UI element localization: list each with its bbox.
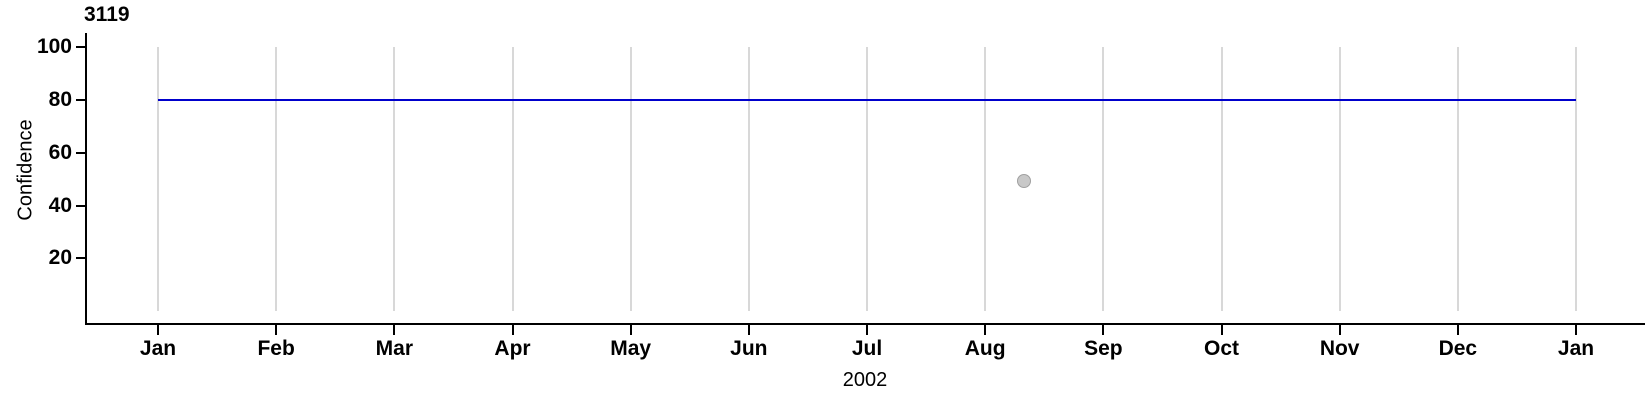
x-gridline	[1102, 46, 1105, 312]
x-gridline	[157, 46, 159, 312]
confidence-threshold-line	[158, 98, 1576, 101]
chart-title: 3119	[84, 3, 130, 26]
x-tick	[1456, 325, 1459, 335]
x-tick	[511, 325, 514, 335]
x-tick	[1220, 325, 1223, 335]
x-tick-label: Mar	[375, 337, 414, 360]
y-tick	[76, 151, 85, 154]
x-tick	[747, 325, 750, 335]
y-tick	[76, 204, 85, 207]
x-gridline	[747, 46, 750, 312]
x-gridline	[1456, 46, 1459, 312]
y-tick-label: 80	[48, 87, 72, 111]
x-gridline	[275, 46, 278, 312]
x-tick	[984, 325, 987, 335]
x-tick-label: Jan	[139, 337, 177, 360]
y-tick-label: 60	[48, 140, 72, 164]
x-tick-label: Sep	[1084, 337, 1123, 360]
x-tick	[393, 325, 396, 335]
x-tick	[275, 325, 278, 335]
x-gridline	[1220, 46, 1223, 312]
x-gridline	[1338, 46, 1341, 312]
x-gridline	[629, 46, 632, 312]
x-tick-label: Aug	[964, 337, 1006, 360]
x-tick	[1575, 325, 1577, 335]
y-tick-label: 100	[36, 34, 72, 58]
x-tick	[1102, 325, 1105, 335]
x-axis-label: 2002	[842, 369, 888, 391]
y-tick-label: 20	[48, 246, 72, 270]
x-gridline	[393, 46, 396, 312]
x-tick-label: Jul	[851, 337, 883, 360]
x-tick	[1338, 325, 1341, 335]
y-tick	[76, 98, 85, 101]
x-axis-line	[85, 323, 1645, 325]
y-tick-label: 40	[48, 193, 72, 217]
y-tick	[76, 257, 85, 260]
x-tick	[866, 325, 868, 335]
x-tick-label: Jun	[730, 337, 768, 360]
x-tick-label: Oct	[1203, 337, 1240, 360]
x-tick	[629, 325, 632, 335]
x-tick-label: Dec	[1438, 337, 1478, 360]
x-tick-label: Apr	[494, 337, 531, 360]
y-tick	[76, 45, 85, 48]
x-tick-label: Feb	[257, 337, 295, 360]
x-tick-label: Jan	[1557, 337, 1595, 360]
y-axis-line	[85, 33, 87, 325]
x-tick-label: May	[610, 337, 652, 360]
observation-point	[1016, 174, 1031, 189]
x-gridline	[984, 46, 987, 312]
x-tick	[157, 325, 159, 335]
x-gridline	[866, 46, 868, 312]
x-tick-label: Nov	[1319, 337, 1360, 360]
x-gridline	[1575, 46, 1577, 312]
x-gridline	[511, 46, 514, 312]
